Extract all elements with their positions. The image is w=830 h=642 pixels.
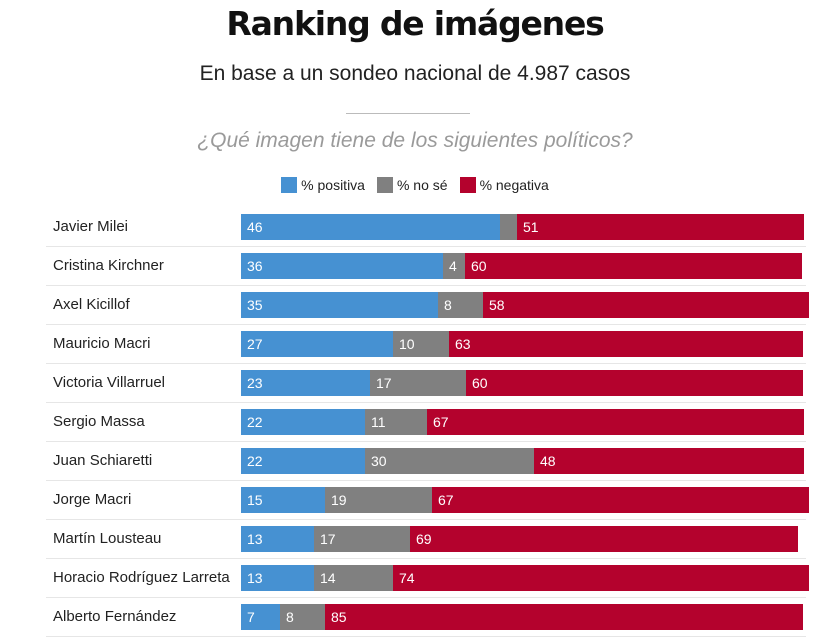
legend-swatch-positiva <box>281 177 298 193</box>
bar-segment-negativa: 85 <box>325 604 803 630</box>
bar-segment-nose: 8 <box>280 604 325 630</box>
chart-row: Javier Milei 46 51 <box>46 208 806 247</box>
chart-row: Victoria Villarruel 23 17 60 <box>46 364 806 403</box>
category-label: Martín Lousteau <box>53 530 162 547</box>
bar-segment-positiva: 35 <box>241 292 438 318</box>
bar-segment-nose: 14 <box>314 565 393 591</box>
bar-segment-negativa: 48 <box>534 448 804 474</box>
bar-segment-nose: 10 <box>393 331 449 357</box>
chart-row: Jorge Macri 15 19 67 <box>46 481 809 520</box>
bar-segment-nose: 30 <box>365 448 534 474</box>
bar-segment-positiva: 15 <box>241 487 325 513</box>
bar-segment-positiva: 22 <box>241 448 365 474</box>
bar-segment-negativa: 67 <box>432 487 809 513</box>
bar-segment-nose: 17 <box>314 526 410 552</box>
bar-segment-negativa: 74 <box>393 565 809 591</box>
chart-row: Martín Lousteau 13 17 69 <box>46 520 806 559</box>
chart-row: Horacio Rodríguez Larreta 13 14 74 <box>46 559 809 598</box>
category-label: Alberto Fernández <box>53 608 177 625</box>
chart-title: Ranking de imágenes <box>226 4 604 43</box>
bar-segment-negativa: 69 <box>410 526 798 552</box>
bar-segment-positiva: 13 <box>241 526 314 552</box>
legend-swatch-negativa <box>459 177 476 193</box>
legend-label-nose: % no sé <box>396 177 448 193</box>
category-label: Horacio Rodríguez Larreta <box>53 569 230 586</box>
bar-segment-positiva: 27 <box>241 331 393 357</box>
bar-segment-negativa: 60 <box>466 370 803 396</box>
category-label: Mauricio Macri <box>53 335 151 352</box>
category-label: Axel Kicillof <box>53 296 130 313</box>
bar-segment-nose: 8 <box>438 292 483 318</box>
bar-segment-negativa: 63 <box>449 331 803 357</box>
bar-segment-negativa: 51 <box>517 214 804 240</box>
category-label: Juan Schiaretti <box>53 452 153 469</box>
chart-subtitle: En base a un sondeo nacional de 4.987 ca… <box>199 62 631 85</box>
legend: % positiva % no sé % negativa <box>0 177 830 193</box>
bar-segment-negativa: 58 <box>483 292 809 318</box>
bar-segment-negativa: 67 <box>427 409 804 435</box>
legend-item-positiva: % positiva <box>281 177 365 193</box>
chart-row: Mauricio Macri 27 10 63 <box>46 325 806 364</box>
chart-row: Cristina Kirchner 36 4 60 <box>46 247 806 286</box>
category-label: Cristina Kirchner <box>53 257 164 274</box>
survey-question: ¿Qué imagen tiene de los siguientes polí… <box>197 129 633 152</box>
category-label: Jorge Macri <box>53 491 132 508</box>
legend-swatch-nose <box>376 177 393 193</box>
bar-segment-negativa: 60 <box>465 253 802 279</box>
bar-segment-positiva: 22 <box>241 409 365 435</box>
divider <box>346 113 470 114</box>
chart-row: Alberto Fernández 7 8 85 <box>46 598 806 637</box>
legend-item-nose: % no sé <box>376 177 448 193</box>
legend-label-negativa: % negativa <box>479 177 549 193</box>
bar-segment-nose: 19 <box>325 487 432 513</box>
bar-segment-positiva: 23 <box>241 370 370 396</box>
category-label: Sergio Massa <box>53 413 145 430</box>
category-label: Victoria Villarruel <box>53 374 165 391</box>
chart-row: Juan Schiaretti 22 30 48 <box>46 442 806 481</box>
bar-segment-nose: 4 <box>443 253 465 279</box>
legend-label-positiva: % positiva <box>301 177 365 193</box>
bar-segment-positiva: 36 <box>241 253 443 279</box>
bar-segment-nose: 17 <box>370 370 466 396</box>
legend-item-negativa: % negativa <box>459 177 549 193</box>
category-label: Javier Milei <box>53 218 129 235</box>
chart-row: Axel Kicillof 35 8 58 <box>46 286 809 325</box>
bar-segment-positiva: 7 <box>241 604 280 630</box>
bar-segment-positiva: 46 <box>241 214 500 240</box>
chart-row: Sergio Massa 22 11 67 <box>46 403 806 442</box>
bar-segment-positiva: 13 <box>241 565 314 591</box>
bar-segment-nose: 11 <box>365 409 427 435</box>
bar-segment-nose <box>500 214 517 240</box>
